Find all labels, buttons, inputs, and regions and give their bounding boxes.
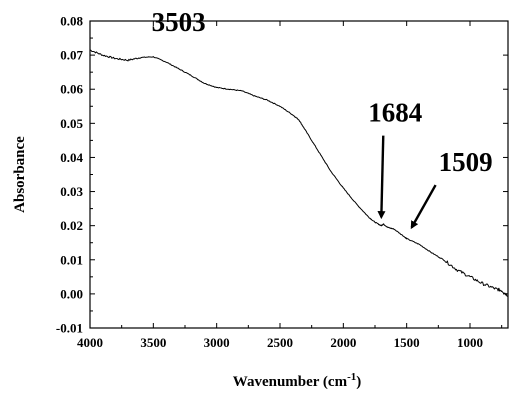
- peak-label-1684: 1684: [368, 98, 422, 128]
- peak-arrow-1509: [410, 184, 437, 230]
- x-axis-label-main: Wavenumber (cm: [233, 374, 348, 390]
- x-axis-label-end: ): [356, 374, 361, 390]
- peak-label-3503: 3503: [152, 7, 206, 37]
- ticks-group: 4000 3500 3000 2500 2000 1500 1000 -0.01 0.00 0.0…: [56, 14, 508, 350]
- x-tick-label: 3000: [204, 335, 230, 350]
- x-tick-label: 1500: [394, 335, 420, 350]
- spectrum-line: [89, 49, 509, 297]
- y-tick-label: 0.02: [60, 218, 83, 233]
- y-tick-label: 0.06: [60, 82, 83, 97]
- y-tick-label: 0.00: [60, 286, 83, 301]
- x-tick-label: 4000: [77, 335, 103, 350]
- y-tick-label: 0.05: [60, 116, 83, 131]
- annotations-group: 3503 1684 1509: [152, 7, 493, 230]
- series-group: [89, 49, 509, 297]
- peak-arrow-1684: [377, 135, 386, 220]
- y-tick-label: 0.04: [60, 150, 83, 165]
- x-tick-label: 2000: [330, 335, 356, 350]
- x-axis-label: Wavenumber (cm-1): [233, 371, 361, 390]
- y-tick-label: 0.01: [60, 252, 83, 267]
- x-axis-label-sup: -1: [347, 371, 356, 383]
- y-tick-label: 0.03: [60, 184, 83, 199]
- y-tick-label: 0.08: [60, 14, 83, 29]
- y-tick-label: -0.01: [56, 321, 83, 336]
- x-tick-label: 1000: [457, 335, 483, 350]
- x-tick-label: 3500: [140, 335, 166, 350]
- y-tick-label: 0.07: [60, 48, 83, 63]
- x-tick-label: 2500: [267, 335, 293, 350]
- y-axis-label: Absorbance: [12, 136, 28, 213]
- peak-label-1509: 1509: [439, 147, 493, 177]
